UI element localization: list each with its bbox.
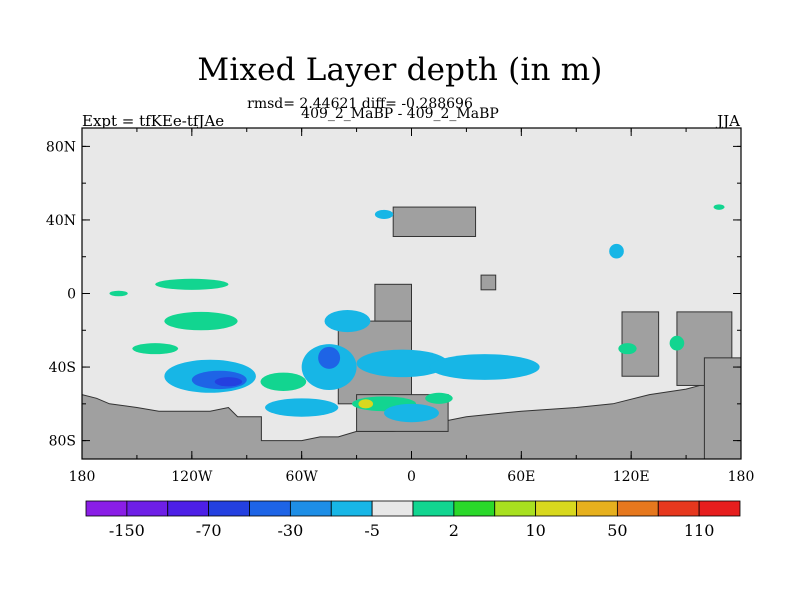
colorbar-label: -70 [196, 521, 222, 540]
colorbar-swatch [698, 500, 741, 517]
chart-subtitle: 409_2_MaBP - 409_2_MaBP [301, 106, 499, 122]
colorbar-swatch [167, 500, 210, 517]
anomaly-region [609, 243, 624, 259]
anomaly-region [356, 349, 449, 378]
y-tick-label: 80N [46, 139, 76, 155]
chart-title: Mixed Layer depth (in m) [197, 52, 603, 88]
colorbar-swatch [85, 500, 128, 517]
colorbar-label: -150 [109, 521, 145, 540]
x-tick-label: 180 [728, 469, 755, 485]
land-block [621, 311, 660, 377]
anomaly-region [214, 377, 243, 387]
colorbar-label: 10 [525, 521, 545, 540]
anomaly-region [155, 278, 229, 290]
colorbar-swatch [576, 500, 618, 517]
colorbar-swatch [249, 500, 291, 517]
y-tick-label: 40N [46, 213, 76, 229]
colorbar-swatch [208, 500, 250, 517]
colorbar-label: -30 [277, 521, 303, 540]
stats-line: rmsd= 2.44621 diff= -0.288696 [247, 96, 473, 112]
colorbar-swatch [494, 500, 537, 517]
anomaly-region [324, 310, 371, 333]
colorbar-swatch [535, 500, 577, 517]
experiment-label: Expt = tfKEe-tfJAe [82, 112, 225, 130]
anomaly-region [358, 399, 374, 409]
anomaly-region [384, 403, 439, 423]
y-tick-label: 0 [67, 287, 76, 303]
colorbar-label: -5 [364, 521, 380, 540]
colorbar-swatch [126, 500, 169, 517]
x-tick-label: 120E [613, 469, 650, 485]
anomaly-region [265, 398, 339, 417]
x-tick-label: 60E [507, 469, 535, 485]
anomaly-region [374, 209, 394, 220]
land-block [480, 274, 497, 291]
colorbar-swatch [616, 500, 659, 517]
x-tick-label: 120W [171, 469, 213, 485]
colorbar-label: 110 [684, 521, 715, 540]
anomaly-region [260, 372, 307, 391]
anomaly-region [713, 204, 725, 210]
anomaly-region [132, 343, 179, 355]
colorbar-label: 50 [607, 521, 627, 540]
colorbar-swatch [289, 500, 332, 517]
land-block [703, 357, 742, 460]
land-block [392, 206, 477, 237]
colorbar-label: 2 [449, 521, 459, 540]
x-tick-label: 180 [69, 469, 96, 485]
colorbar-swatch [371, 500, 414, 517]
colorbar-swatch [657, 500, 700, 517]
anomaly-region [618, 343, 637, 355]
anomaly-region [109, 290, 128, 297]
anomaly-region [164, 311, 238, 331]
y-tick-label: 40S [49, 360, 76, 376]
season-label: JJA [717, 112, 740, 130]
y-tick-label: 80S [49, 434, 76, 450]
colorbar-swatch [453, 500, 496, 517]
land-block [374, 283, 412, 322]
anomaly-region [429, 354, 540, 380]
anomaly-region [425, 392, 453, 404]
x-tick-label: 0 [407, 469, 416, 485]
anomaly-region [669, 335, 685, 351]
anomaly-region [318, 346, 341, 369]
x-tick-label: 60W [286, 469, 319, 485]
colorbar-swatch [330, 500, 373, 517]
colorbar-swatch [412, 500, 455, 517]
